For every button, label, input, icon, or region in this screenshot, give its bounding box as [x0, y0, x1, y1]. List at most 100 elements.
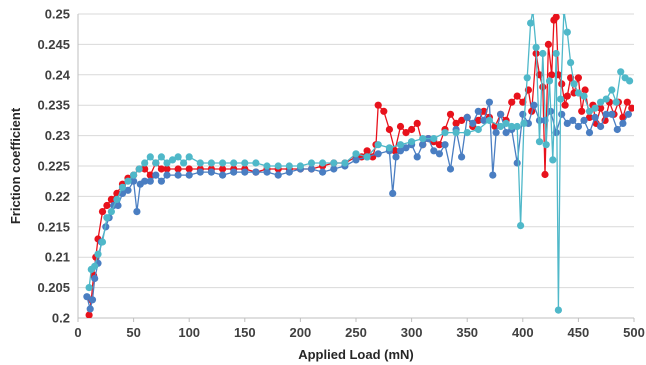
data-point	[469, 119, 477, 127]
data-point	[185, 165, 193, 173]
data-point	[152, 171, 160, 179]
data-point	[535, 138, 544, 146]
data-point	[492, 129, 500, 137]
y-tick-label: 0.225	[37, 159, 70, 174]
data-point	[374, 101, 382, 109]
data-point	[617, 68, 625, 76]
data-point	[561, 101, 569, 109]
data-point	[385, 144, 393, 152]
data-point	[441, 141, 449, 149]
data-point	[523, 74, 531, 82]
data-point	[157, 153, 165, 161]
series-cyan	[85, 14, 634, 314]
x-tick-label: 450	[568, 325, 590, 340]
data-point	[446, 110, 455, 118]
data-point	[585, 113, 594, 121]
data-point	[458, 153, 466, 161]
data-point	[574, 74, 583, 82]
data-point	[480, 116, 488, 124]
data-point	[567, 59, 575, 67]
data-point	[489, 171, 497, 179]
data-point	[601, 116, 609, 124]
data-point	[319, 159, 327, 167]
data-point	[452, 129, 460, 137]
data-point	[196, 168, 204, 176]
data-point	[168, 156, 177, 164]
data-point	[544, 40, 553, 49]
data-point	[146, 171, 154, 179]
data-point	[103, 214, 111, 222]
data-point	[458, 116, 466, 124]
data-point	[597, 104, 605, 112]
data-point	[508, 122, 516, 131]
series-layer	[83, 14, 634, 318]
data-point	[517, 222, 525, 230]
x-tick-label: 50	[126, 325, 140, 340]
data-point	[207, 159, 215, 167]
data-point	[88, 296, 97, 304]
data-point	[174, 165, 182, 173]
data-point	[107, 208, 115, 216]
data-point	[497, 110, 505, 118]
data-point	[585, 129, 594, 137]
y-tick-label: 0.24	[45, 67, 71, 82]
data-point	[485, 116, 493, 124]
data-point	[91, 262, 99, 270]
x-tick-label: 300	[401, 325, 423, 340]
data-point	[563, 28, 571, 36]
data-point	[541, 170, 549, 179]
data-point	[380, 107, 388, 115]
data-point	[180, 159, 188, 167]
data-point	[474, 116, 482, 124]
data-point	[548, 71, 556, 79]
data-point	[597, 98, 605, 106]
data-point	[230, 168, 238, 176]
x-tick-label: 0	[74, 325, 81, 340]
data-point	[446, 165, 455, 173]
x-tick-label: 150	[234, 325, 256, 340]
data-point	[497, 122, 505, 131]
data-point	[113, 195, 121, 203]
data-point	[527, 19, 535, 27]
data-point	[463, 129, 471, 137]
data-point	[274, 171, 282, 179]
x-tick-label: 400	[512, 325, 534, 340]
data-point	[296, 162, 304, 170]
data-point	[341, 159, 349, 167]
tick-labels: 0.2 0.205 0.21 0.215 0.22 0.225 0.23 0.235 0.24 0…	[37, 7, 644, 341]
x-tick-label: 200	[290, 325, 312, 340]
data-point	[83, 293, 91, 301]
data-point	[133, 208, 141, 216]
data-point	[520, 119, 528, 127]
data-point	[608, 110, 616, 118]
data-point	[513, 159, 521, 167]
data-point	[252, 159, 260, 167]
y-tick-label: 0.235	[37, 98, 70, 113]
y-tick-label: 0.205	[37, 280, 70, 295]
data-point	[402, 129, 410, 137]
y-tick-label: 0.21	[45, 250, 70, 265]
data-point	[519, 98, 527, 106]
data-point	[530, 101, 538, 109]
data-point	[157, 177, 165, 185]
data-point	[391, 147, 399, 155]
data-point	[554, 306, 563, 314]
data-point	[252, 168, 260, 176]
data-point	[502, 119, 510, 127]
data-point	[591, 113, 599, 121]
data-point	[552, 14, 560, 21]
data-point	[374, 150, 382, 158]
data-point	[557, 95, 565, 103]
data-point	[585, 107, 594, 115]
data-point	[114, 201, 122, 210]
data-point	[307, 159, 316, 167]
data-point	[219, 171, 227, 179]
data-point	[597, 122, 605, 131]
data-point	[563, 119, 571, 127]
data-point	[185, 153, 193, 161]
data-point	[602, 95, 610, 103]
data-point	[545, 77, 554, 85]
data-point	[552, 49, 560, 58]
